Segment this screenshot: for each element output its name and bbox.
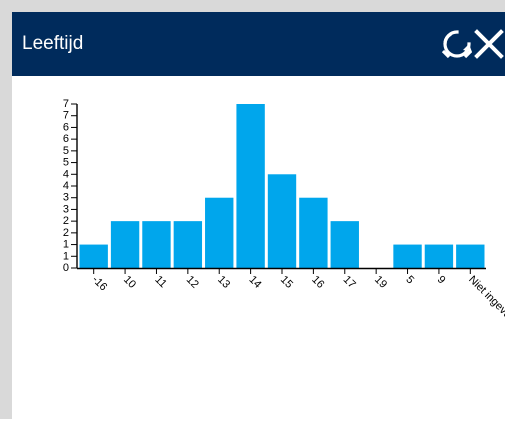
refresh-button[interactable] xyxy=(441,28,473,60)
y-tick-label: 3 xyxy=(63,192,69,204)
x-tick-label: 15 xyxy=(278,274,295,291)
y-tick-label: 2 xyxy=(63,215,69,227)
bar xyxy=(142,221,171,268)
widget-header: Leeftijd xyxy=(12,12,505,76)
x-tick-label: -16 xyxy=(90,274,110,294)
x-tick-label: 13 xyxy=(215,274,232,291)
y-tick-label: 4 xyxy=(63,168,69,180)
x-tick-label: 9 xyxy=(435,274,448,287)
bar xyxy=(205,197,234,268)
bar xyxy=(424,244,454,268)
x-tick-label: 12 xyxy=(184,274,201,291)
close-icon xyxy=(474,29,504,59)
y-tick-label: 1 xyxy=(63,239,69,251)
y-tick-label: 4 xyxy=(63,180,69,192)
y-tick-label: 7 xyxy=(63,110,69,122)
x-tick-label: 19 xyxy=(372,274,389,291)
bar xyxy=(173,221,203,268)
refresh-icon xyxy=(441,30,473,59)
y-tick-label: 1 xyxy=(63,250,69,262)
x-tick-label: 16 xyxy=(309,274,326,291)
bar xyxy=(456,244,485,268)
bar xyxy=(110,221,140,268)
y-tick-label: 7 xyxy=(63,98,69,110)
x-tick-label: 10 xyxy=(121,274,138,291)
bar xyxy=(330,221,359,268)
bar xyxy=(299,197,328,268)
y-tick-label: 5 xyxy=(63,145,69,157)
y-tick-label: 0 xyxy=(63,262,69,274)
x-tick-label: Niet ingevuld xyxy=(466,274,505,327)
bar xyxy=(79,244,108,268)
bar xyxy=(236,104,265,268)
x-tick-label: 17 xyxy=(341,274,358,291)
y-tick-label: 6 xyxy=(63,133,69,145)
bar xyxy=(267,174,297,268)
y-tick-label: 3 xyxy=(63,203,69,215)
x-tick-label: 14 xyxy=(246,274,263,291)
bar xyxy=(393,244,422,268)
x-tick-label: 5 xyxy=(403,274,416,287)
x-tick-label: 11 xyxy=(152,274,169,291)
close-button[interactable] xyxy=(473,28,505,60)
y-tick-label: 5 xyxy=(63,157,69,169)
y-tick-label: 6 xyxy=(63,121,69,133)
y-tick-label: 2 xyxy=(63,227,69,239)
widget-title: Leeftijd xyxy=(22,33,84,54)
